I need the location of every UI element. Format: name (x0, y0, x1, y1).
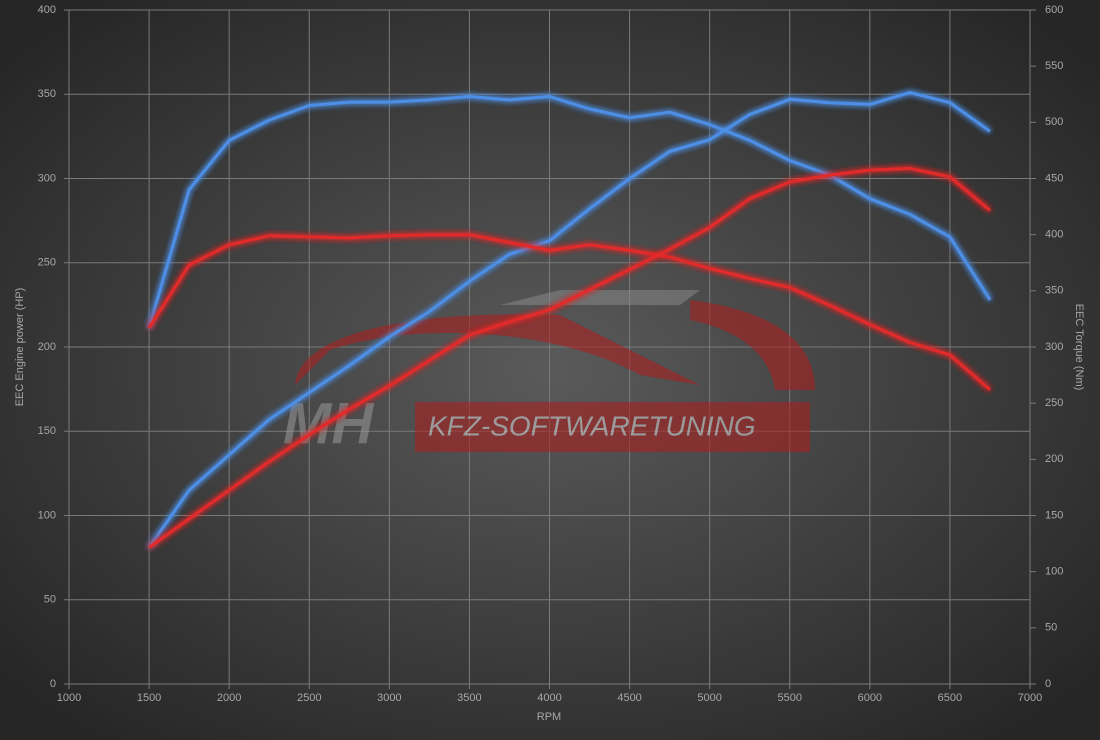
series-line (147, 91, 991, 549)
series-line (147, 233, 991, 391)
y2-tick-label: 150 (1045, 509, 1063, 521)
y2-tick-label: 400 (1045, 229, 1063, 241)
x-tick-label: 3000 (377, 692, 401, 704)
x-tick-label: 2500 (297, 692, 321, 704)
x-tick-label: 4000 (537, 692, 561, 704)
logo-band (415, 402, 810, 452)
grid (64, 9, 1036, 689)
y-tick-label: 400 (38, 4, 56, 16)
y-tick-label: 250 (38, 257, 56, 269)
x-tick-label: 6000 (858, 692, 882, 704)
y2-tick-label: 500 (1045, 116, 1063, 128)
y2-tick-label: 250 (1045, 397, 1063, 409)
y-tick-label: 200 (38, 341, 56, 353)
y-tick-label: 350 (38, 88, 56, 100)
y2-tick-label: 550 (1045, 60, 1063, 72)
y2-axis-label: EEC Torque (Nm) (1073, 304, 1085, 391)
y-tick-label: 300 (38, 172, 56, 184)
y2-tick-label: 50 (1045, 622, 1057, 634)
y2-tick-label: 100 (1045, 566, 1063, 578)
x-axis-label: RPM (537, 711, 561, 723)
x-tick-label: 1000 (57, 692, 81, 704)
y2-tick-label: 300 (1045, 341, 1063, 353)
y2-tick-label: 0 (1045, 678, 1051, 690)
y2-tick-label: 200 (1045, 453, 1063, 465)
x-tick-label: 2000 (217, 692, 241, 704)
x-tick-label: 7000 (1018, 692, 1042, 704)
series-line (148, 166, 991, 549)
x-tick-label: 5500 (778, 692, 802, 704)
series-line (147, 95, 992, 329)
y2-tick-label: 600 (1045, 4, 1063, 16)
y2-tick-label: 350 (1045, 285, 1063, 297)
x-tick-label: 4500 (617, 692, 641, 704)
y-axis-label: EEC Engine power (HP) (14, 288, 26, 407)
x-tick-label: 1500 (137, 692, 161, 704)
x-tick-label: 3500 (457, 692, 481, 704)
logo-swoosh (690, 300, 815, 390)
y-tick-label: 100 (38, 509, 56, 521)
y-tick-label: 50 (44, 594, 56, 606)
y2-tick-label: 450 (1045, 172, 1063, 184)
logo-text: KFZ-SOFTWARETUNING (428, 410, 756, 441)
y-tick-label: 0 (50, 678, 56, 690)
logo-swoosh (500, 290, 700, 305)
y-tick-label: 150 (38, 425, 56, 437)
x-tick-label: 5000 (697, 692, 721, 704)
x-tick-label: 6500 (938, 692, 962, 704)
